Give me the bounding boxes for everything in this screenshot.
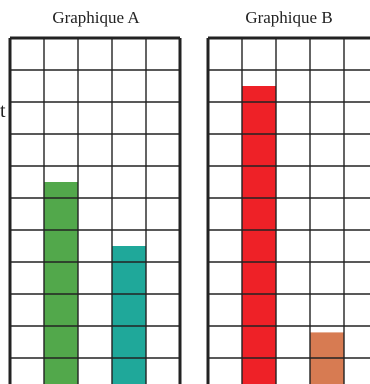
- chart-a-bar-2: [44, 182, 78, 384]
- stray-character: t: [0, 100, 6, 122]
- chart-a-bar-4: [112, 246, 146, 384]
- chart-a-title: Graphique A: [52, 8, 140, 27]
- chart-b-title: Graphique B: [245, 8, 333, 27]
- chart-b-bar-2: [242, 86, 276, 384]
